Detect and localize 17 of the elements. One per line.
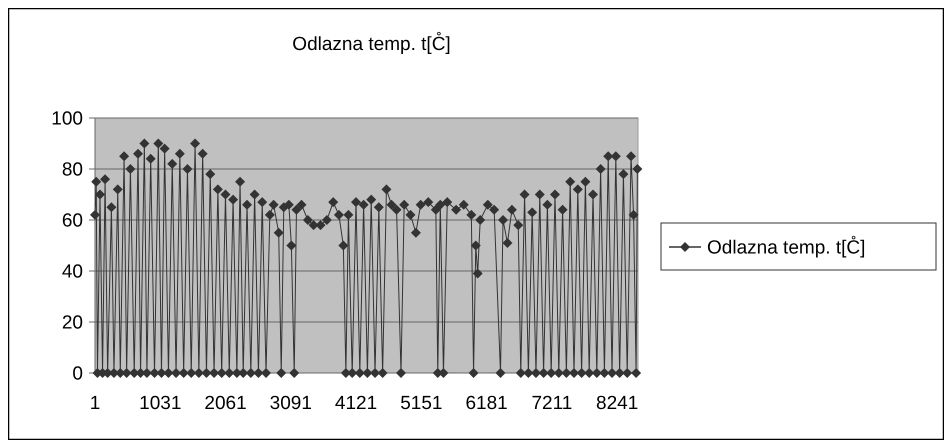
y-tick-label: 40: [62, 262, 83, 283]
x-tick-label: 2061: [204, 393, 247, 414]
y-tick-label: 0: [72, 364, 83, 385]
legend-label: Odlazna temp. t[C̊]: [707, 234, 866, 259]
x-tick-label: 6181: [465, 393, 508, 414]
y-tick-label: 60: [62, 210, 83, 232]
y-tick-label: 100: [51, 108, 83, 130]
x-tick-label: 1031: [139, 393, 182, 414]
x-tick-label: 5151: [400, 393, 442, 414]
y-tick-label: 20: [62, 312, 83, 334]
x-tick-label: 7211: [531, 393, 572, 414]
x-tick-label: 4121: [334, 393, 378, 414]
x-tick-label: 8241: [596, 393, 638, 414]
x-tick-label: 3091: [270, 393, 312, 414]
chart-title: Odlazna temp. t[C̊]: [292, 31, 451, 55]
x-tick-label: 1: [90, 393, 100, 414]
y-tick-label: 80: [62, 160, 83, 181]
